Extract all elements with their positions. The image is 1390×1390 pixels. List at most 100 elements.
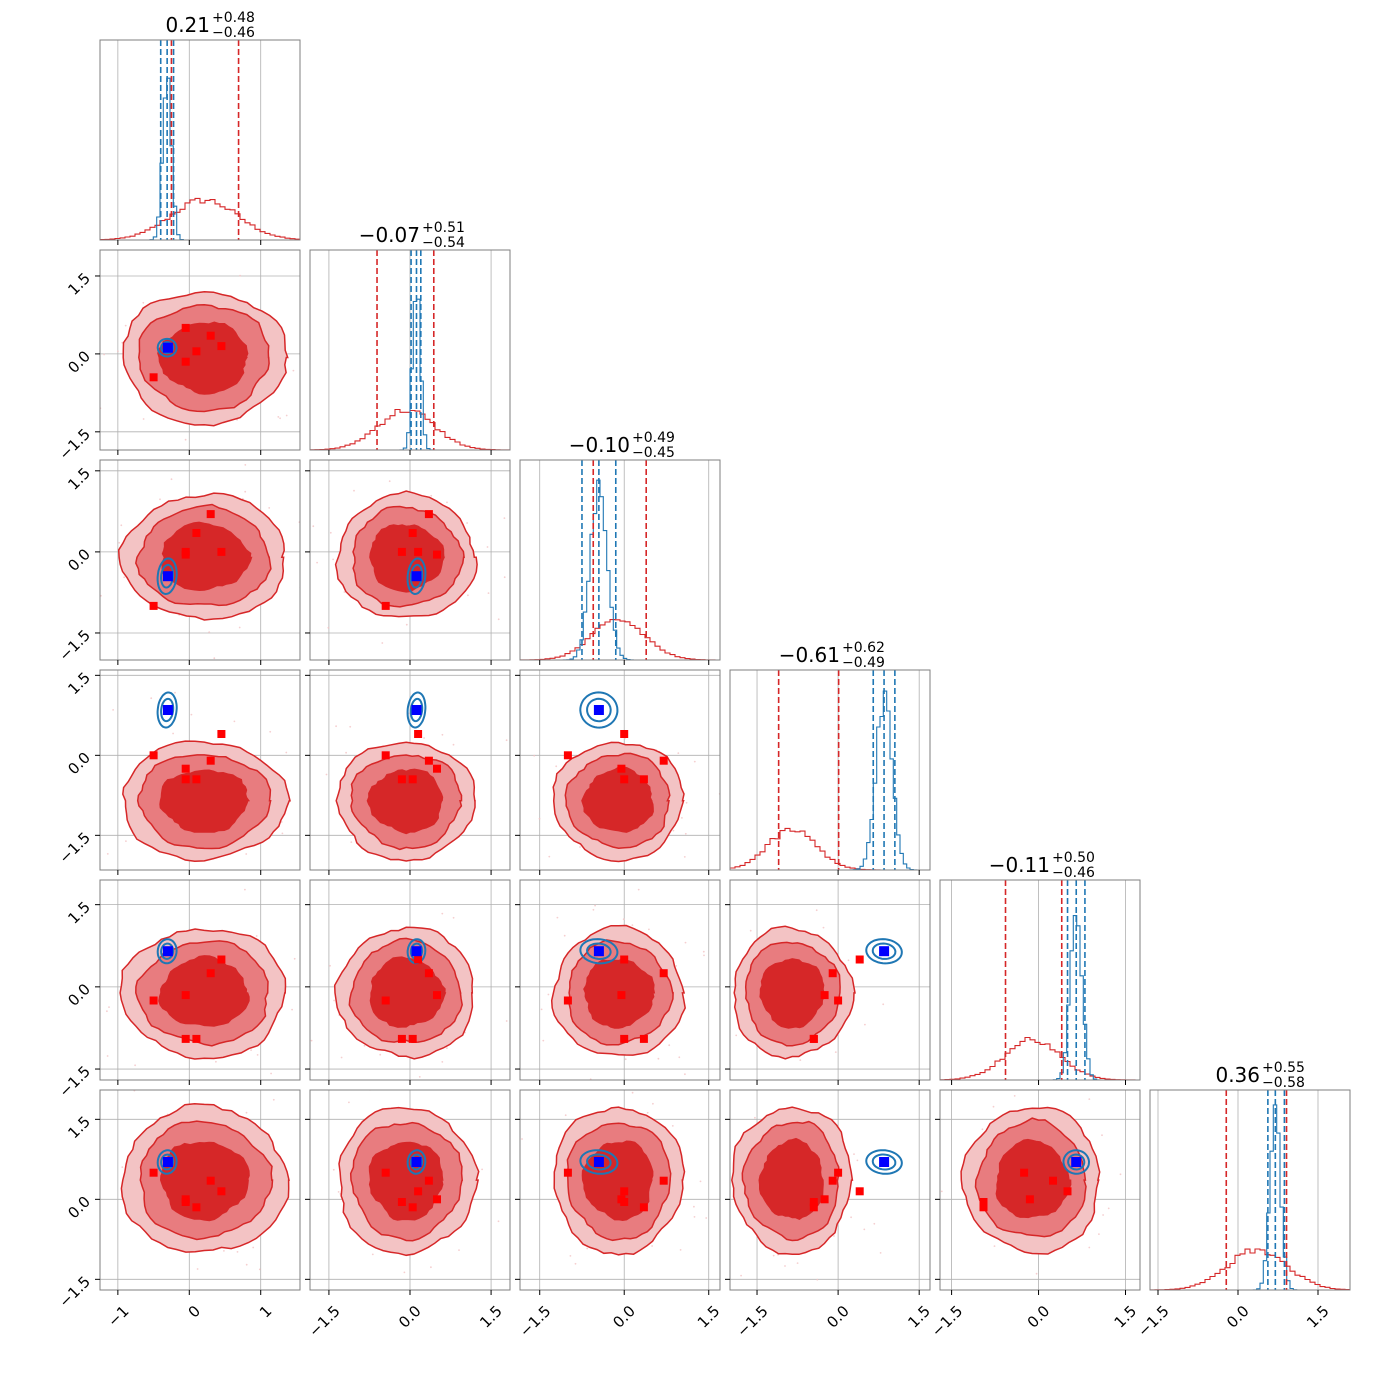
title-median: 0.36 [1215, 1063, 1260, 1087]
red-contour-inner [581, 766, 654, 833]
panel-1-1 [309, 249, 511, 455]
blue-contour-outer [406, 1149, 427, 1175]
truth-marker [162, 342, 173, 353]
y-tick-label: −1.5 [56, 1062, 94, 1100]
sample-dot [117, 350, 119, 353]
blue-contour-outer [579, 691, 619, 729]
sample-dot [563, 934, 566, 937]
sample-dot [381, 642, 384, 644]
sample-dot [569, 1255, 572, 1257]
blue-contour-outer [156, 691, 178, 729]
panel-content [940, 1070, 1140, 1290]
sample-dot [712, 1010, 714, 1012]
red-marker [620, 1187, 629, 1196]
title-minus: −0.54 [422, 235, 465, 251]
truth-marker [879, 1157, 890, 1167]
sample-dot [856, 1159, 859, 1162]
x-tick-label: 0.0 [395, 1302, 425, 1332]
red-marker [424, 756, 433, 765]
blue-histogram [730, 690, 930, 870]
sample-dot [542, 1039, 545, 1042]
sample-dot [458, 1249, 460, 1251]
sample-dot [864, 1023, 866, 1026]
sample-dot [882, 1003, 885, 1006]
sample-dot [648, 928, 650, 931]
sample-dot [718, 1171, 720, 1173]
sample-dot [556, 916, 559, 919]
sample-dot [711, 1177, 713, 1179]
sample-dot [213, 657, 216, 660]
sample-dot [120, 524, 123, 527]
sample-dot [190, 1085, 192, 1087]
sample-dot [850, 1216, 852, 1219]
panel-content [303, 1072, 510, 1290]
sample-dot [533, 754, 536, 757]
sample-dot [321, 997, 323, 999]
red-marker [617, 991, 626, 1000]
red-marker [828, 1176, 837, 1185]
blue-contour-outer [156, 1149, 178, 1175]
y-tick-label: −1.5 [56, 1273, 94, 1311]
sample-dot [646, 1111, 649, 1114]
sample-dot [329, 964, 331, 967]
sample-dot [678, 1056, 681, 1059]
sample-dot [84, 1138, 86, 1140]
red-marker [563, 1168, 572, 1177]
sample-dot [125, 840, 127, 842]
red-marker [397, 547, 406, 556]
sample-dot [683, 856, 686, 858]
panel-content [712, 880, 930, 1080]
red-contour-inner [159, 769, 251, 833]
panel-frame [519, 1089, 721, 1291]
sample-dot [172, 885, 174, 887]
title-median: −0.61 [779, 643, 840, 667]
red-marker [620, 730, 629, 738]
sample-dot [1102, 1214, 1104, 1216]
sample-dot [281, 832, 284, 835]
red-marker [834, 1168, 843, 1177]
sample-dot [993, 1245, 996, 1247]
sample-dot [350, 841, 353, 843]
panel-4-4 [939, 879, 1141, 1085]
sample-dot [814, 1292, 816, 1294]
blue-contour-outer [865, 938, 903, 965]
y-tick-label: −1.5 [56, 626, 94, 664]
sample-dot [244, 464, 247, 466]
sample-dot [754, 1116, 756, 1119]
panel-frame [99, 1089, 301, 1291]
sample-dot [258, 1268, 261, 1271]
red-contour-inner [759, 958, 825, 1029]
truth-marker [593, 946, 604, 957]
y-tick-label: 1.5 [64, 269, 94, 299]
sample-dot [582, 1086, 584, 1088]
x-tick-label: −1.5 [928, 1302, 966, 1340]
sample-dot [343, 591, 346, 593]
red-marker [408, 775, 417, 784]
sample-dot [303, 1152, 305, 1154]
x-tick-label: −1.5 [1134, 1302, 1172, 1340]
red-marker [217, 342, 226, 351]
red-contour-inner [995, 1138, 1072, 1219]
sample-dot [292, 369, 295, 372]
sample-dot [940, 1190, 943, 1193]
sample-dot [405, 623, 408, 626]
title-plus: +0.62 [842, 640, 885, 656]
red-marker [206, 510, 215, 519]
sample-dot [134, 1064, 137, 1067]
sample-dot [112, 709, 114, 711]
red-marker [381, 751, 390, 760]
sample-dot [174, 691, 176, 694]
panel-frame [729, 669, 931, 871]
sample-dot [142, 301, 145, 304]
panel-frame [99, 39, 301, 241]
blue-contour-outer [865, 1149, 903, 1175]
red-marker [424, 510, 433, 519]
sample-dot [326, 1072, 328, 1074]
red-marker [381, 996, 390, 1005]
y-tick-label: 0.0 [64, 1193, 94, 1223]
sample-dot [430, 886, 432, 888]
sample-dot [123, 576, 126, 579]
panel-content [100, 880, 323, 1087]
sample-dot [1026, 1070, 1028, 1072]
red-marker [149, 996, 158, 1005]
